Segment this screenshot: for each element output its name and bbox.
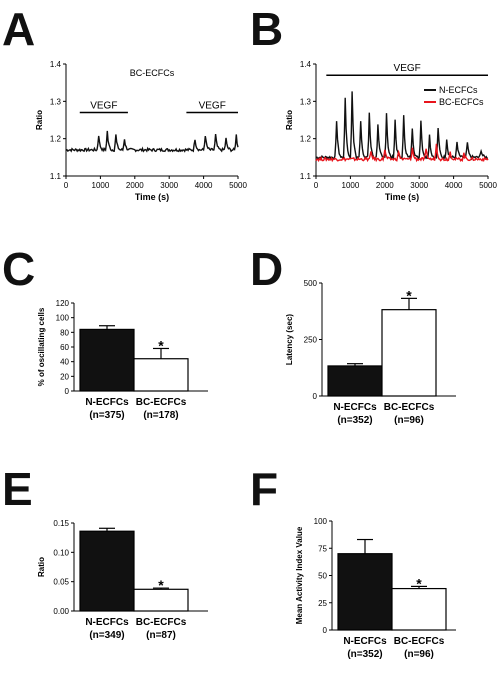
chart-f: 0 25 50 75 100 Mean Activity Index Value N-ECF…	[295, 517, 456, 660]
y-tick-label: 250	[304, 336, 318, 345]
y-tick-label: 20	[60, 372, 69, 381]
x-tick-label: 2000	[126, 181, 144, 190]
n-label: (n=96)	[404, 649, 434, 660]
n-label: (n=352)	[347, 649, 382, 660]
y-tick-label: 120	[56, 299, 70, 308]
series-line	[315, 143, 489, 163]
y-axis-label: Ratio	[285, 110, 294, 130]
bar	[327, 365, 383, 397]
x-tick-label: 1000	[92, 181, 110, 190]
significance-star: *	[158, 577, 164, 593]
category-label: N-ECFCs	[343, 636, 387, 647]
x-axis-label: Time (s)	[135, 192, 169, 202]
x-tick-label: 2000	[376, 181, 394, 190]
significance-star: *	[416, 575, 422, 591]
chart-a: 1.1 1.2 1.3 1.4 0 1000 2000 3000 4000 5000 Time (s…	[35, 60, 247, 202]
category-label: BC-ECFCs	[136, 397, 187, 408]
panel-letter-c: C	[2, 243, 35, 295]
legend-label: N-ECFCs	[439, 85, 478, 95]
x-tick-label: 3000	[410, 181, 428, 190]
y-axis-label: % of oscillating cells	[37, 307, 46, 386]
legend-label: BC-ECFCs	[439, 97, 484, 107]
y-tick-label: 0	[323, 626, 328, 635]
chart-d: 0 250 500 Latency (sec) N-ECFCs (n=352) * BC-EC…	[285, 279, 456, 426]
category-label: N-ECFCs	[85, 617, 129, 628]
bar	[79, 328, 135, 392]
x-axis-label: Time (s)	[385, 192, 419, 202]
y-tick-label: 40	[60, 358, 69, 367]
y-tick-label: 1.2	[50, 135, 62, 144]
panel-letter-f: F	[250, 463, 278, 515]
x-tick-label: 5000	[229, 181, 247, 190]
x-tick-label: 0	[64, 181, 69, 190]
bar	[79, 530, 135, 612]
category-label: BC-ECFCs	[394, 636, 445, 647]
y-tick-label: 50	[318, 572, 327, 581]
bar	[133, 358, 189, 392]
y-tick-label: 0.10	[53, 548, 69, 557]
y-tick-label: 1.3	[50, 97, 62, 106]
bar	[381, 309, 437, 397]
y-axis-label: Ratio	[35, 110, 44, 130]
y-tick-label: 1.4	[50, 60, 62, 69]
stimulus-label: VEGF	[394, 63, 421, 74]
stimulus-label: VEGF	[199, 101, 226, 112]
y-tick-label: 1.3	[300, 97, 312, 106]
n-label: (n=349)	[89, 630, 124, 641]
n-label: (n=375)	[89, 410, 124, 421]
x-tick-label: 0	[314, 181, 319, 190]
category-label: BC-ECFCs	[136, 617, 187, 628]
y-tick-label: 75	[318, 544, 327, 553]
y-tick-label: 0	[65, 387, 70, 396]
x-tick-label: 4000	[445, 181, 463, 190]
y-tick-label: 500	[304, 279, 318, 288]
panel-letter-e: E	[2, 463, 33, 515]
x-tick-label: 4000	[195, 181, 213, 190]
y-tick-label: 1.1	[50, 172, 62, 181]
x-tick-label: 3000	[160, 181, 178, 190]
y-tick-label: 0.15	[53, 519, 69, 528]
category-label: N-ECFCs	[333, 402, 377, 413]
n-label: (n=96)	[394, 415, 424, 426]
significance-star: *	[406, 287, 412, 303]
n-label: (n=178)	[143, 410, 178, 421]
panel-letter-a: A	[2, 3, 35, 55]
category-label: N-ECFCs	[85, 397, 129, 408]
n-label: (n=352)	[337, 415, 372, 426]
y-tick-label: 1.1	[300, 172, 312, 181]
chart-c: 0 20 40 60 80 100 120 % of oscillating cells N-E…	[37, 299, 208, 421]
y-tick-label: 1.2	[300, 135, 312, 144]
y-tick-label: 25	[318, 599, 327, 608]
y-axis-label: Ratio	[37, 557, 46, 577]
y-tick-label: 60	[60, 343, 69, 352]
n-label: (n=87)	[146, 630, 176, 641]
y-tick-label: 0.00	[53, 607, 69, 616]
y-tick-label: 0.05	[53, 578, 69, 587]
series-line	[65, 130, 239, 153]
y-axis-label: Latency (sec)	[285, 314, 294, 365]
chart-title: BC-ECFCs	[130, 68, 175, 78]
stimulus-label: VEGF	[90, 101, 117, 112]
bar	[391, 587, 447, 631]
significance-star: *	[158, 337, 164, 353]
bar	[337, 553, 393, 631]
y-tick-label: 100	[314, 517, 328, 526]
y-tick-label: 0	[313, 392, 318, 401]
category-label: BC-ECFCs	[384, 402, 435, 413]
y-tick-label: 1.4	[300, 60, 312, 69]
chart-e: 0.00 0.05 0.10 0.15 Ratio N-ECFCs (n=349) * BC-E…	[37, 519, 208, 641]
panel-letter-b: B	[250, 3, 283, 55]
panel-letter-d: D	[250, 243, 283, 295]
x-tick-label: 1000	[342, 181, 360, 190]
y-tick-label: 100	[56, 314, 70, 323]
y-tick-label: 80	[60, 328, 69, 337]
x-tick-label: 5000	[479, 181, 497, 190]
chart-b: 1.1 1.2 1.3 1.4 0 1000 2000 3000 4000 5000 Time (s…	[285, 60, 497, 202]
y-axis-label: Mean Activity Index Value	[295, 526, 304, 624]
